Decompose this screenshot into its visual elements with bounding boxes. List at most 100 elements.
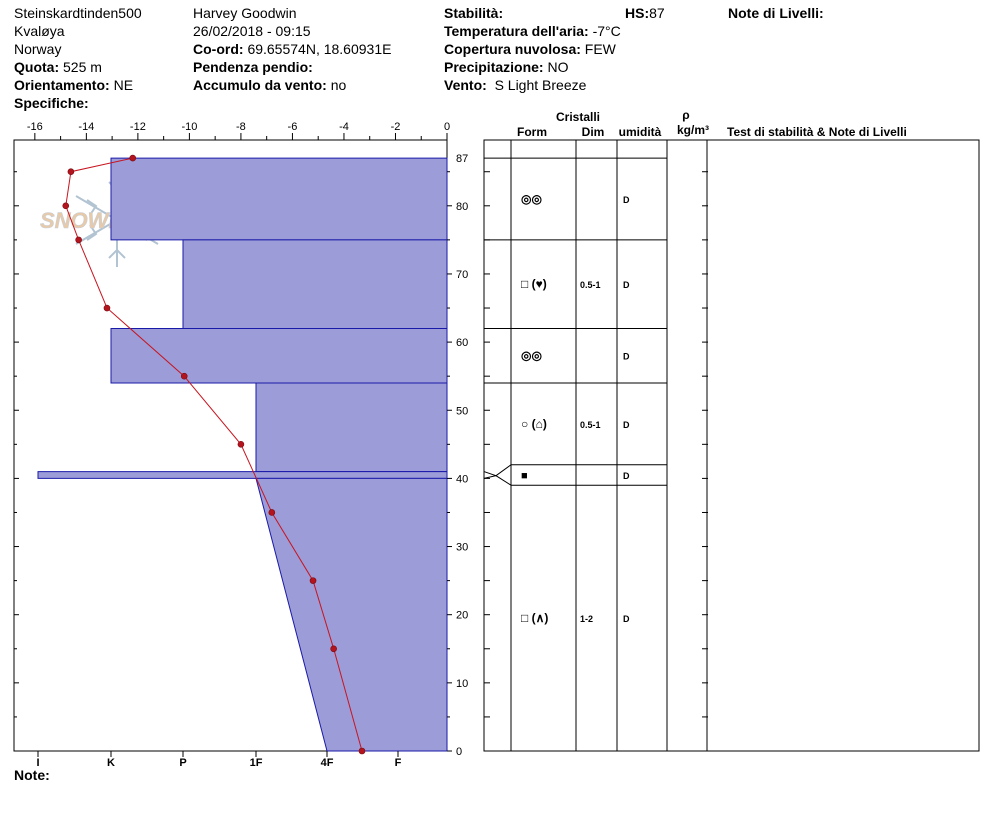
hardness-bar (182, 239, 448, 329)
stability-tests-header: Test di stabilità & Note di Livelli (727, 125, 907, 139)
cloud-label: Copertura nuvolosa: (444, 41, 581, 57)
air-temp-label: Temperatura dell'aria: (444, 23, 589, 39)
temperature-point (268, 509, 276, 516)
wind-label: Vento: (444, 77, 487, 93)
slope-label: Pendenza pendio: (193, 59, 313, 75)
height-tick-label: 80 (456, 201, 468, 213)
hs: HS:87 (625, 4, 665, 22)
temp-tick-label: -8 (236, 121, 246, 133)
cristalli-header: Cristalli (556, 110, 600, 124)
layer-connector (483, 464, 512, 477)
temperature-point (237, 441, 245, 448)
coord-value: 69.65574N, 18.60931E (247, 41, 392, 57)
temp-tick-label: 0 (444, 121, 450, 133)
temperature-point (103, 304, 111, 312)
ice-crust-icon: ■ (521, 470, 528, 482)
dim-header: Dim (582, 125, 605, 139)
hardness-bar (255, 477, 448, 752)
wind-loading-label: Accumulo da vento: (193, 77, 327, 93)
temp-tick-label: -16 (27, 121, 43, 133)
hardness-tick-label: K (107, 757, 115, 769)
cloud-cover: Copertura nuvolosa: FEW (444, 40, 616, 58)
layer-wetness: D (623, 352, 630, 362)
round-grains-icon: ◎◎ (521, 349, 542, 363)
layer-wetness: D (623, 280, 630, 290)
temp-tick-label: -14 (78, 121, 94, 133)
hardness-tick-label: 1F (250, 757, 263, 769)
temp-tick-label: -4 (339, 121, 349, 133)
hardness-tick-label: F (395, 757, 402, 769)
temp-tick-label: -12 (130, 121, 146, 133)
height-tick-label: 10 (456, 678, 468, 690)
density-unit: kg/m³ (677, 123, 709, 137)
layer-wetness: D (623, 195, 630, 205)
temp-tick-label: -10 (181, 121, 197, 133)
wind-loading: Accumulo da vento: no (193, 76, 346, 94)
density-header: ρ (682, 108, 689, 122)
layer-wetness: D (623, 614, 630, 624)
stability-label: Stabilità: (444, 5, 504, 21)
depth-hoar-icon: □ (∧) (521, 611, 548, 625)
altitude-label: Quota: (14, 59, 60, 75)
air-temp-value: -7°C (592, 23, 621, 39)
altitude-value: 525 m (63, 59, 102, 75)
layer-dim: 1-2 (580, 614, 593, 624)
aspect-label: Orientamento: (14, 77, 110, 93)
hardness-tick-label: I (36, 757, 39, 769)
temp-tick-label: -2 (391, 121, 401, 133)
temperature-point (309, 577, 317, 584)
coord-label: Co-ord: (193, 41, 244, 57)
layer-wetness: D (623, 471, 630, 481)
coordinates: Co-ord: 69.65574N, 18.60931E (193, 40, 391, 58)
layer-wetness: D (623, 420, 630, 430)
height-tick-label: 0 (456, 746, 462, 758)
air-temperature: Temperatura dell'aria: -7°C (444, 22, 621, 40)
height-tick-label: 60 (456, 337, 468, 349)
temperature-point (129, 154, 137, 162)
hardness-tick-label: 4F (321, 757, 334, 769)
hardness-bar (255, 382, 448, 473)
rounded-faceted-icon: ○ (⌂) (521, 417, 547, 431)
wind-value: S Light Breeze (494, 77, 587, 93)
observer-name: Harvey Goodwin (193, 5, 297, 21)
height-tick-label: 70 (456, 269, 468, 281)
precipitation: Precipitazione: NO (444, 58, 568, 76)
layer-notes-label: Note di Livelli: (728, 5, 824, 21)
temperature-point (62, 202, 70, 210)
hardness-tick-label: P (179, 757, 186, 769)
altitude: Quota: 525 m (14, 58, 102, 76)
temperature-point (75, 236, 82, 244)
layer-table-frame (483, 139, 980, 752)
layer-connector (483, 475, 512, 486)
hardness-bar (110, 157, 448, 241)
hs-value: 87 (649, 5, 665, 21)
height-tick-label: 20 (456, 610, 468, 622)
wind: Vento: S Light Breeze (444, 76, 586, 94)
umidita-header: umidità (619, 125, 662, 139)
temperature-point (358, 747, 366, 755)
region-name: Kvaløya (14, 23, 65, 39)
form-header: Form (517, 125, 547, 139)
hardness-bar (37, 471, 448, 479)
wind-loading-value: no (330, 77, 347, 93)
specifics-label: Specifiche: (14, 95, 89, 111)
faceted-crystal-icon: □ (♥) (521, 277, 547, 291)
layer-dim: 0.5-1 (580, 280, 601, 290)
precip-value: NO (547, 59, 569, 75)
height-tick-label: 87 (456, 153, 468, 165)
temperature-point (330, 645, 337, 653)
observation-datetime: 26/02/2018 - 09:15 (193, 23, 311, 39)
round-grains-icon: ◎◎ (521, 192, 542, 206)
temp-tick-label: -6 (288, 121, 298, 133)
precip-label: Precipitazione: (444, 59, 544, 75)
location-name: Steinskardtinden500 (14, 5, 142, 21)
temperature-point (67, 168, 75, 176)
country-name: Norway (14, 41, 62, 57)
cloud-value: FEW (584, 41, 616, 57)
layer-dim: 0.5-1 (580, 420, 601, 430)
note-label: Note: (14, 767, 50, 783)
height-tick-label: 50 (456, 405, 468, 417)
height-tick-label: 30 (456, 542, 468, 554)
height-tick-label: 40 (456, 473, 468, 485)
